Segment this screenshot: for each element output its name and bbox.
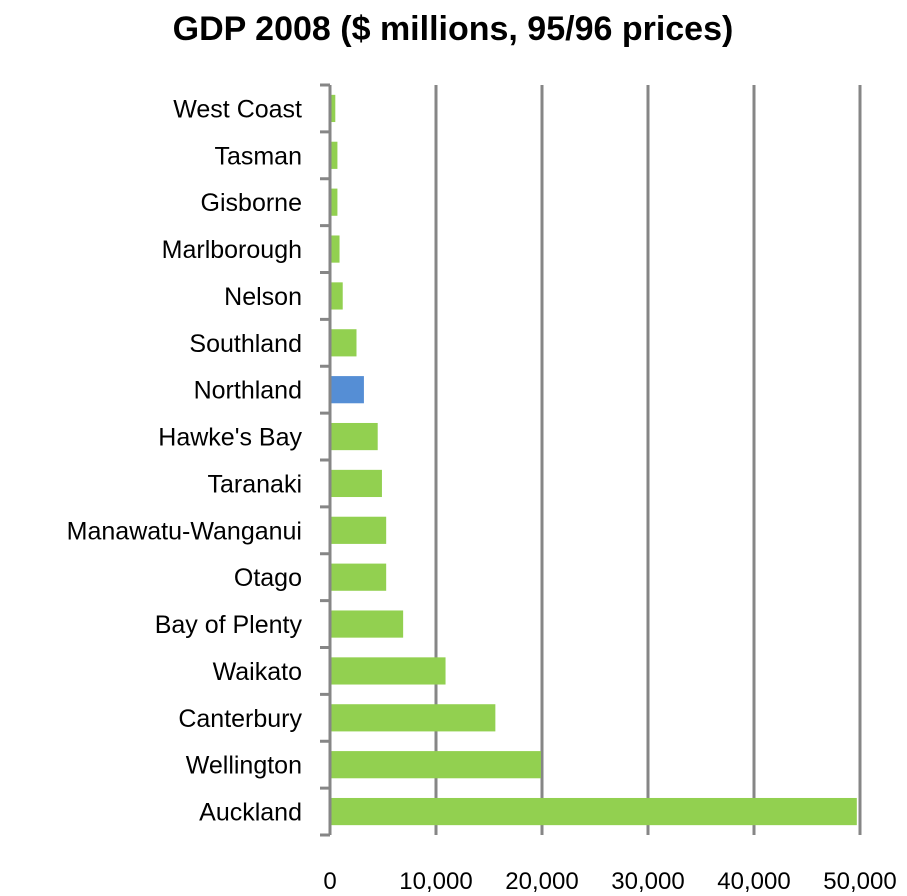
category-label: Otago xyxy=(234,564,302,592)
x-tick-label: 50,000 xyxy=(823,868,896,895)
category-label: Northland xyxy=(194,377,302,405)
category-label: Hawke's Bay xyxy=(158,424,302,452)
x-tick-label: 10,000 xyxy=(399,868,472,895)
x-tick-labels: 0 10,000 20,000 30,000 40,000 50,000 xyxy=(323,868,896,895)
x-tick-label: 20,000 xyxy=(505,868,578,895)
bars xyxy=(330,94,857,826)
category-label: Gisborne xyxy=(201,189,302,217)
category-label: Tasman xyxy=(214,142,302,170)
x-tick-label: 30,000 xyxy=(611,868,684,895)
category-label: Nelson xyxy=(224,283,302,311)
bar-tasman xyxy=(330,141,338,169)
category-label: Manawatu-Wanganui xyxy=(67,517,302,545)
bar-bay-of-plenty xyxy=(330,610,404,638)
category-label: Taranaki xyxy=(208,470,303,498)
bar-gisborne xyxy=(330,188,338,216)
category-label: Southland xyxy=(189,330,302,358)
category-labels: West Coast Tasman Gisborne Marlborough Nelso… xyxy=(67,95,303,826)
category-label: Canterbury xyxy=(178,705,302,733)
category-label: Wellington xyxy=(186,752,302,780)
bar-hawke-s-bay xyxy=(330,422,378,451)
bar-west-coast xyxy=(330,94,336,123)
bar-northland xyxy=(330,376,364,404)
category-label: Auckland xyxy=(199,799,302,827)
category-label: Marlborough xyxy=(162,236,302,264)
bar-manawatu-wanganui xyxy=(330,516,387,544)
bar-taranaki xyxy=(330,469,382,498)
bar-canterbury xyxy=(330,704,496,732)
bar-auckland xyxy=(330,797,857,826)
bar-wellington xyxy=(330,751,541,779)
bar-southland xyxy=(330,329,357,357)
y-axis xyxy=(320,83,332,837)
bar-waikato xyxy=(330,657,446,685)
x-tick-label: 0 xyxy=(323,868,336,895)
category-label: West Coast xyxy=(173,95,302,123)
category-label: Waikato xyxy=(213,658,302,686)
x-tick-label: 40,000 xyxy=(717,868,790,895)
bar-nelson xyxy=(330,282,343,310)
category-label: Bay of Plenty xyxy=(155,611,303,639)
bar-marlborough xyxy=(330,235,340,263)
gridlines xyxy=(434,85,862,835)
bar-otago xyxy=(330,563,387,591)
chart-title: GDP 2008 ($ millions, 95/96 prices) xyxy=(173,10,734,48)
